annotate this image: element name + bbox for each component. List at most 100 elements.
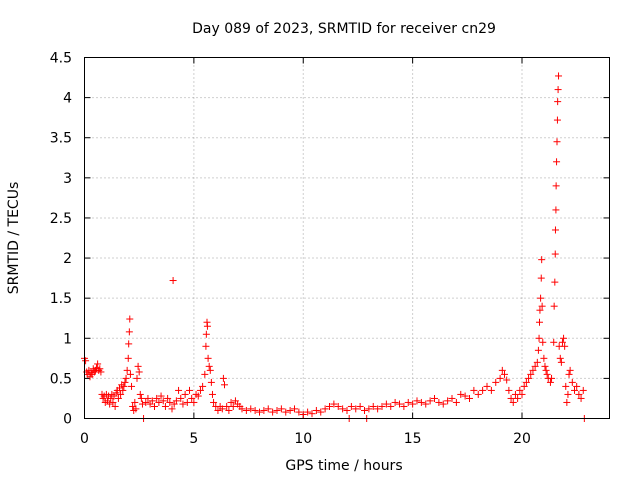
data-point	[177, 394, 185, 402]
data-point	[153, 394, 161, 402]
data-point	[483, 382, 491, 390]
data-point	[157, 392, 165, 400]
data-point	[404, 398, 412, 406]
data-point	[142, 398, 150, 406]
data-point	[444, 397, 452, 405]
data-point	[568, 378, 576, 386]
data-point	[164, 394, 172, 402]
data-point	[123, 366, 131, 374]
data-point	[136, 390, 144, 398]
data-point	[330, 400, 338, 408]
data-point	[238, 405, 246, 413]
data-point	[166, 398, 174, 406]
data-point	[531, 362, 539, 370]
data-point	[194, 392, 202, 400]
x-axis-label: GPS time / hours	[285, 458, 402, 474]
data-point	[552, 182, 560, 190]
data-point	[548, 374, 556, 382]
data-point	[205, 362, 213, 370]
data-point	[558, 338, 566, 346]
data-point	[553, 138, 561, 146]
data-point	[563, 398, 571, 406]
data-point	[273, 406, 281, 414]
data-point	[534, 346, 542, 354]
x-tick-label: 5	[189, 431, 198, 447]
data-point	[90, 368, 98, 376]
x-tick-label: 10	[294, 431, 312, 447]
data-point	[183, 398, 191, 406]
data-point	[391, 398, 399, 406]
data-point	[352, 405, 360, 413]
data-point	[204, 354, 212, 362]
data-point	[556, 354, 564, 362]
data-point	[573, 382, 581, 390]
data-point	[507, 394, 515, 402]
data-point	[190, 398, 198, 406]
data-point	[538, 256, 546, 264]
data-point	[94, 360, 102, 368]
data-point	[97, 368, 105, 376]
data-point	[144, 394, 152, 402]
data-point	[550, 338, 558, 346]
data-point	[575, 390, 583, 398]
data-point	[439, 400, 447, 408]
data-point	[161, 402, 169, 410]
data-point	[247, 405, 255, 413]
data-point	[339, 405, 347, 413]
y-tick-label: 1.5	[50, 291, 72, 307]
y-tick-label: 1	[63, 331, 72, 347]
data-point	[172, 397, 180, 405]
data-point	[356, 402, 364, 410]
data-point	[470, 386, 478, 394]
data-point	[256, 408, 263, 416]
data-point	[514, 394, 522, 402]
data-point	[435, 398, 443, 406]
data-point	[516, 386, 524, 394]
data-point	[505, 386, 513, 394]
data-point	[125, 340, 133, 348]
data-point	[542, 366, 550, 374]
y-tick-label: 4	[63, 91, 72, 107]
data-point	[571, 386, 578, 394]
data-point	[461, 392, 469, 400]
y-tick-label: 3.5	[50, 131, 72, 147]
x-tick-label: 15	[404, 431, 422, 447]
data-point	[538, 302, 546, 310]
data-point	[546, 378, 554, 386]
data-point	[577, 394, 585, 402]
data-point	[124, 354, 132, 362]
data-point	[365, 405, 373, 413]
data-point	[131, 398, 139, 406]
data-point	[511, 390, 519, 398]
data-point	[134, 362, 142, 370]
data-point	[317, 408, 325, 416]
data-point	[120, 382, 128, 390]
data-point	[122, 374, 130, 382]
data-point	[264, 405, 272, 413]
data-point	[474, 390, 482, 398]
data-point	[219, 374, 227, 382]
data-point	[179, 400, 187, 408]
data-point	[308, 410, 316, 418]
data-point	[126, 315, 134, 323]
data-point	[413, 397, 421, 405]
x-tick-label: 20	[513, 431, 531, 447]
y-tick-label: 2	[63, 251, 72, 267]
data-point	[221, 381, 228, 389]
data-point	[452, 398, 460, 406]
data-point	[551, 226, 559, 234]
data-point	[501, 370, 508, 378]
data-point	[387, 402, 395, 410]
data-point	[286, 406, 294, 414]
data-point	[539, 338, 547, 346]
data-point	[151, 402, 158, 410]
data-point	[361, 406, 368, 414]
grid	[84, 57, 610, 419]
data-point	[422, 400, 430, 408]
data-point	[535, 334, 543, 342]
plot-frame	[84, 57, 610, 419]
data-point	[111, 402, 119, 410]
data-point	[181, 390, 189, 398]
data-point	[109, 398, 117, 406]
